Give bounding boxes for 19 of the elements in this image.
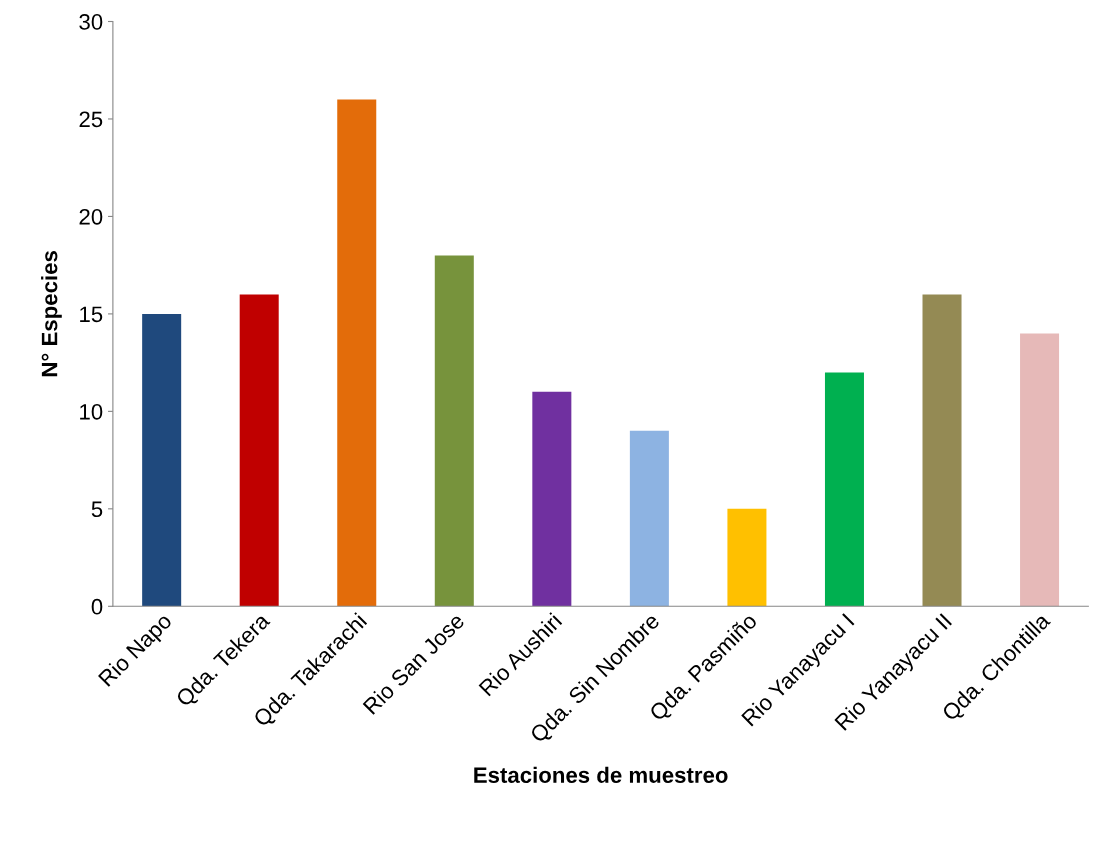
y-tick-label: 30 bbox=[79, 14, 103, 30]
y-tick-label: 15 bbox=[80, 306, 103, 323]
y-tick-label: 25 bbox=[79, 111, 103, 128]
bar bbox=[824, 372, 864, 607]
bar bbox=[142, 313, 182, 607]
y-tick-label: 5 bbox=[91, 501, 103, 518]
bar bbox=[434, 255, 474, 607]
y-tick-label: 20 bbox=[79, 208, 103, 225]
y-axis-title: N° Especies bbox=[41, 251, 62, 377]
bar bbox=[922, 294, 962, 607]
bar bbox=[1020, 333, 1060, 607]
bar bbox=[727, 508, 767, 607]
bar bbox=[629, 430, 669, 607]
y-tick-label: 0 bbox=[91, 598, 103, 615]
bar bbox=[532, 391, 572, 607]
x-axis-title: Estaciones de muestreo bbox=[474, 766, 728, 783]
bar bbox=[239, 294, 279, 607]
bar bbox=[337, 99, 377, 607]
y-tick-label: 10 bbox=[80, 403, 103, 420]
